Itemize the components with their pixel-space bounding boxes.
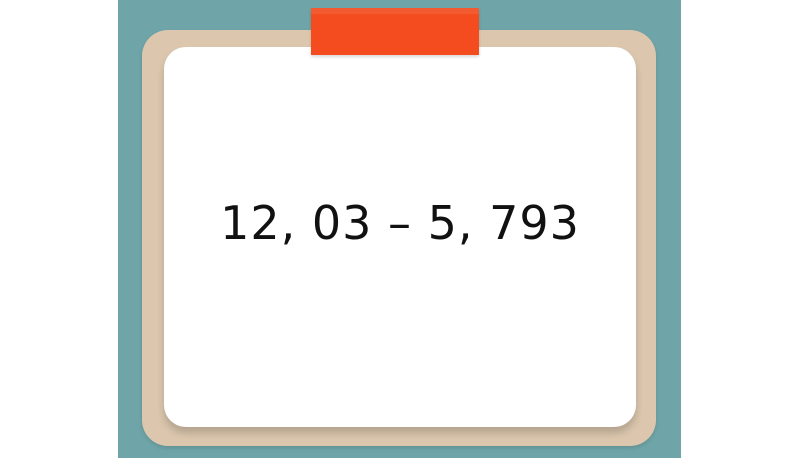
tape-strip [311, 8, 479, 55]
paper-card: 12, 03 – 5, 793 [164, 47, 636, 427]
math-expression: 12, 03 – 5, 793 [220, 196, 580, 250]
